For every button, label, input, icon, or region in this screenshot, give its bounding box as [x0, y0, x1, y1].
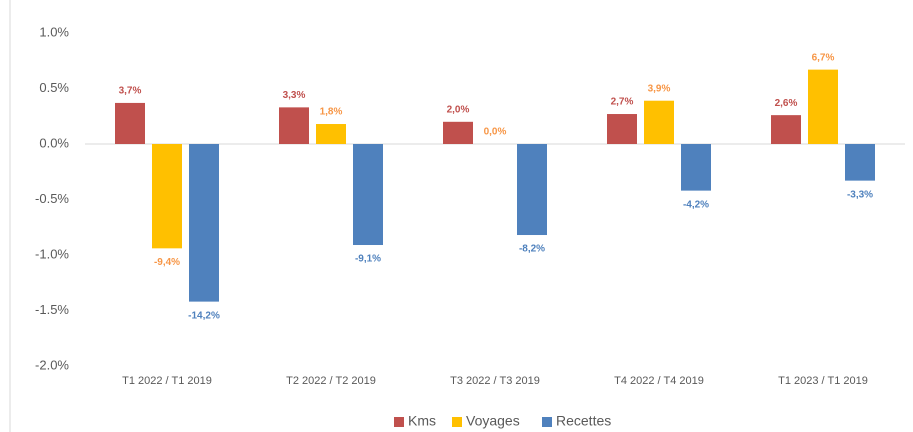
- value-label: -9,4%: [154, 257, 180, 268]
- y-tick-label: -0.5%: [35, 191, 69, 206]
- x-tick-label: T3 2022 / T3 2019: [450, 375, 540, 387]
- value-label: -3,3%: [847, 189, 873, 200]
- bar: [845, 144, 875, 181]
- value-label: 6,7%: [812, 52, 835, 63]
- legend-label: Voyages: [466, 413, 520, 429]
- bar: [353, 144, 383, 246]
- value-label: 0,0%: [484, 127, 507, 138]
- legend-label: Kms: [408, 413, 436, 429]
- value-label: 2,7%: [611, 97, 634, 108]
- bar: [808, 69, 838, 144]
- legend-swatch: [542, 417, 552, 427]
- bar: [443, 121, 473, 144]
- y-tick-label: 0.5%: [39, 80, 69, 95]
- value-label: 2,6%: [775, 98, 798, 109]
- x-tick-label: T1 2022 / T1 2019: [122, 375, 212, 387]
- y-tick-label: -1.5%: [35, 302, 69, 317]
- y-tick-label: -2.0%: [35, 357, 69, 372]
- legend-label: Recettes: [556, 413, 611, 429]
- value-label: -4,2%: [683, 199, 709, 210]
- y-tick-label: 1.0%: [39, 24, 69, 39]
- legend-swatch: [394, 417, 404, 427]
- value-label: 3,9%: [648, 83, 671, 94]
- value-label: 3,3%: [283, 90, 306, 101]
- legend-swatch: [452, 417, 462, 427]
- bar: [152, 144, 182, 249]
- bar: [189, 144, 219, 302]
- x-tick-label: T2 2022 / T2 2019: [286, 375, 376, 387]
- value-label: -14,2%: [188, 310, 220, 321]
- bar: [644, 100, 674, 144]
- value-label: 1,8%: [320, 107, 343, 118]
- x-tick-label: T1 2023 / T1 2019: [778, 375, 868, 387]
- bar: [771, 115, 801, 144]
- bar: [607, 114, 637, 144]
- value-label: -8,2%: [519, 244, 545, 255]
- value-label: 2,0%: [447, 104, 470, 115]
- bar: [279, 107, 309, 144]
- bar: [115, 102, 145, 144]
- y-tick-label: -1.0%: [35, 246, 69, 261]
- bar: [681, 144, 711, 191]
- value-label: 3,7%: [119, 86, 142, 97]
- bar: [316, 124, 346, 144]
- x-tick-label: T4 2022 / T4 2019: [614, 375, 704, 387]
- value-label: -9,1%: [355, 254, 381, 265]
- y-tick-label: 0.0%: [39, 135, 69, 150]
- bar: [517, 144, 547, 236]
